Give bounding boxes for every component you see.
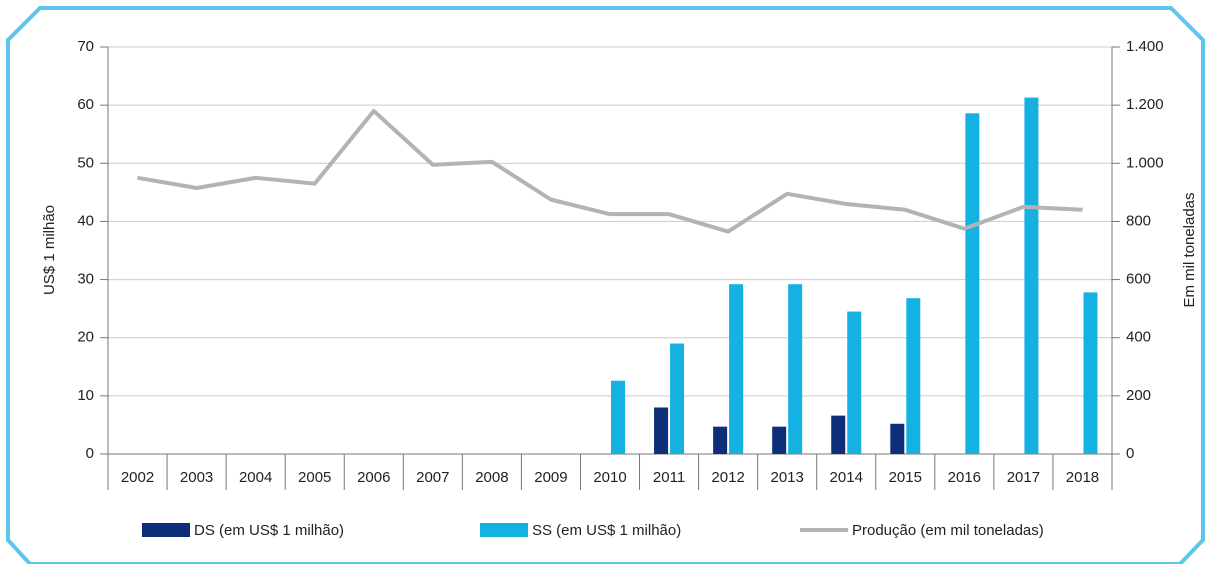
bar xyxy=(1083,292,1098,454)
y-tick-label: 60 xyxy=(77,96,94,113)
bar xyxy=(847,311,862,454)
x-tick-label: 2018 xyxy=(1066,469,1099,486)
legend-swatch xyxy=(480,523,528,537)
y-tick-label: 20 xyxy=(77,329,94,346)
legend-label: DS (em US$ 1 milhão) xyxy=(194,522,344,539)
y2-tick-label: 800 xyxy=(1126,212,1151,229)
x-tick-label: 2007 xyxy=(416,469,449,486)
y2-axis-label: Em mil toneladas xyxy=(1181,192,1198,307)
y-tick-label: 10 xyxy=(77,387,94,404)
x-tick-label: 2015 xyxy=(889,469,922,486)
bar xyxy=(890,423,905,454)
x-tick-label: 2010 xyxy=(593,469,626,486)
bar xyxy=(670,343,685,454)
y-tick-label: 50 xyxy=(77,154,94,171)
bar xyxy=(729,284,744,454)
x-tick-label: 2006 xyxy=(357,469,390,486)
y2-tick-label: 1.000 xyxy=(1126,154,1164,171)
x-tick-label: 2012 xyxy=(711,469,744,486)
y-tick-label: 30 xyxy=(77,271,94,288)
bar xyxy=(654,407,669,454)
y2-tick-label: 0 xyxy=(1126,445,1134,462)
bar xyxy=(831,415,846,454)
bar xyxy=(772,426,787,454)
y-tick-label: 70 xyxy=(77,38,94,55)
frame xyxy=(6,6,1205,564)
x-tick-label: 2005 xyxy=(298,469,331,486)
x-tick-label: 2002 xyxy=(121,469,154,486)
bar xyxy=(1024,97,1039,454)
y-tick-label: 40 xyxy=(77,212,94,229)
x-tick-label: 2014 xyxy=(830,469,863,486)
bar xyxy=(788,284,803,454)
x-tick-label: 2003 xyxy=(180,469,213,486)
x-tick-label: 2008 xyxy=(475,469,508,486)
bar xyxy=(965,113,980,454)
line xyxy=(137,108,1083,234)
y2-tick-label: 400 xyxy=(1126,329,1151,346)
legend-label: SS (em US$ 1 milhão) xyxy=(532,522,681,539)
x-tick-label: 2016 xyxy=(948,469,981,486)
y-axis-label: US$ 1 milhão xyxy=(41,205,58,295)
y2-tick-label: 1.400 xyxy=(1126,38,1164,55)
x-tick-label: 2011 xyxy=(653,469,685,486)
y-tick-label: 0 xyxy=(86,445,94,462)
legend-swatch xyxy=(142,523,190,537)
y2-tick-label: 600 xyxy=(1126,271,1151,288)
x-tick-label: 2004 xyxy=(239,469,272,486)
x-tick-label: 2013 xyxy=(770,469,803,486)
bar xyxy=(611,380,625,454)
x-tick-label: 2009 xyxy=(534,469,567,486)
bar xyxy=(713,426,728,454)
bar xyxy=(906,298,921,454)
y2-tick-label: 200 xyxy=(1126,387,1151,404)
legend-label: Produção (em mil toneladas) xyxy=(852,522,1044,539)
y2-tick-label: 1.200 xyxy=(1126,96,1164,113)
x-tick-label: 2017 xyxy=(1007,469,1040,486)
